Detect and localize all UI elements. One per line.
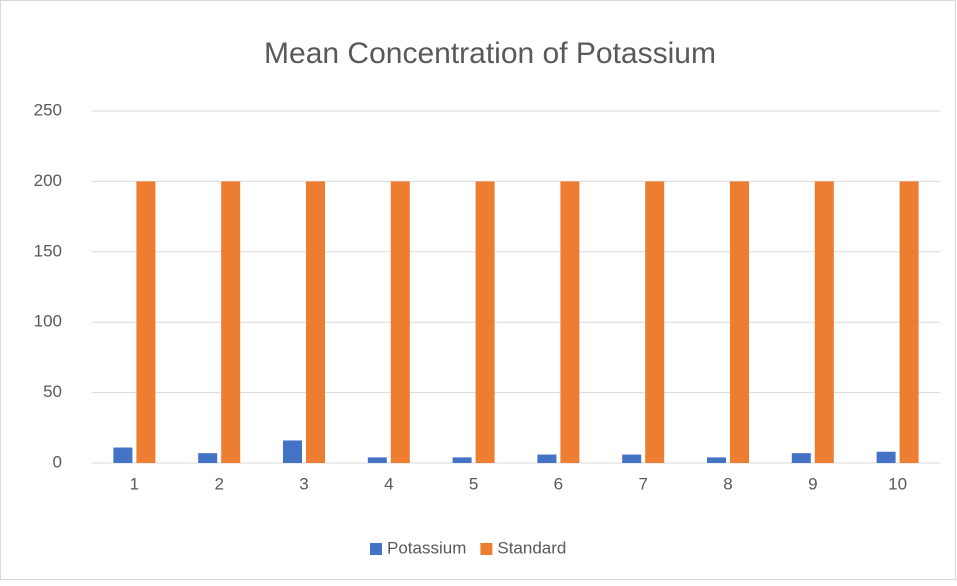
bar [283,440,302,463]
y-tick-label: 50 [43,382,62,401]
bar [221,181,241,463]
x-tick-label: 9 [808,474,817,493]
bar [198,453,218,463]
x-tick-label: 4 [384,474,393,493]
legend-swatch [480,543,493,555]
bar [390,181,410,463]
chart-title: Mean Concentration of Potassium [264,37,716,70]
x-tick-label: 3 [299,474,308,493]
bar [707,457,726,463]
x-tick-label: 8 [723,474,732,493]
bar [306,181,325,463]
x-tick-label: 5 [469,474,478,493]
x-tick-label: 6 [554,474,563,493]
x-tick-label: 1 [130,474,139,493]
y-tick-label: 100 [34,312,62,331]
bar [367,457,387,463]
bar [814,181,834,463]
bar [537,454,557,463]
bar [899,181,919,463]
x-tick-label: 7 [638,474,647,493]
legend-label: Potassium [387,538,466,557]
x-tick-label: 10 [888,474,907,493]
bar [876,451,896,463]
bar [645,181,665,463]
x-tick-label: 2 [214,474,223,493]
y-tick-label: 150 [34,241,62,260]
bar [791,453,811,463]
bar [622,454,642,463]
y-tick-label: 0 [53,452,62,471]
bar [452,457,472,463]
legend-swatch [370,543,382,555]
bar [475,181,495,463]
bar [730,181,749,463]
bar [560,181,580,463]
bar [113,447,133,463]
legend-label: Standard [497,538,566,557]
y-tick-label: 200 [34,171,62,190]
bar [136,181,156,463]
y-tick-label: 250 [34,100,62,119]
